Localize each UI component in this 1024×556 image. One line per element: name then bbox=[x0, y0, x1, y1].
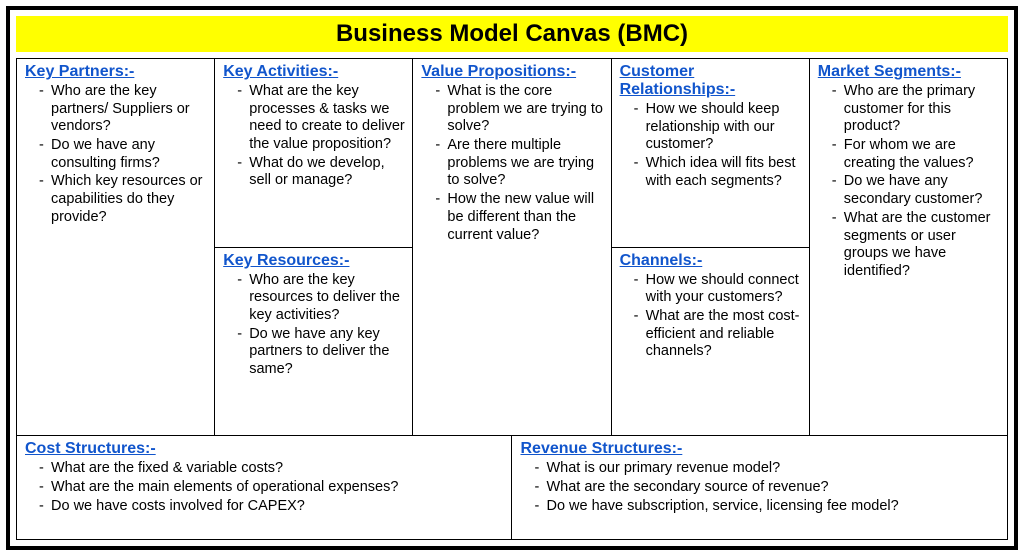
heading-cost-structures: Cost Structures:- bbox=[25, 440, 505, 458]
cell-market-segments: Market Segments:- Who are the primary cu… bbox=[810, 59, 1008, 436]
list-item: Do we have any secondary customer? bbox=[818, 173, 1001, 208]
cell-key-activities: Key Activities:- What are the key proces… bbox=[215, 59, 413, 248]
list-item: Do we have subscription, service, licens… bbox=[520, 498, 1001, 516]
cell-channels: Channels:- How we should connect with yo… bbox=[612, 248, 810, 437]
list-item: What are the secondary source of revenue… bbox=[520, 479, 1001, 497]
list-item: How we should connect with your customer… bbox=[620, 272, 803, 307]
heading-channels: Channels:- bbox=[620, 252, 803, 270]
list-item: What is our primary revenue model? bbox=[520, 460, 1001, 478]
list-item: Which idea will fits best with each segm… bbox=[620, 155, 803, 190]
cell-key-partners: Key Partners:- Who are the key partners/… bbox=[17, 59, 215, 436]
list-item: Which key resources or capabilities do t… bbox=[25, 173, 208, 226]
list-value-propositions: What is the core problem we are trying t… bbox=[421, 83, 604, 244]
list-item: What are the key processes & tasks we ne… bbox=[223, 83, 406, 154]
list-key-resources: Who are the key resources to deliver the… bbox=[223, 272, 406, 379]
cell-revenue-structures: Revenue Structures:- What is our primary… bbox=[512, 436, 1008, 540]
list-item: What are the fixed & variable costs? bbox=[25, 460, 505, 478]
list-item: What are the customer segments or user g… bbox=[818, 210, 1001, 281]
canvas-grid: Key Partners:- Who are the key partners/… bbox=[16, 58, 1008, 540]
canvas-title: Business Model Canvas (BMC) bbox=[16, 16, 1008, 52]
canvas-frame: Business Model Canvas (BMC) Key Partners… bbox=[6, 6, 1018, 550]
cell-value-propositions: Value Propositions:- What is the core pr… bbox=[413, 59, 611, 436]
list-item: Who are the key resources to deliver the… bbox=[223, 272, 406, 325]
cell-key-resources: Key Resources:- Who are the key resource… bbox=[215, 248, 413, 437]
cell-cost-structures: Cost Structures:- What are the fixed & v… bbox=[17, 436, 512, 540]
list-customer-relationships: How we should keep relationship with our… bbox=[620, 101, 803, 190]
heading-value-propositions: Value Propositions:- bbox=[421, 63, 604, 81]
list-item: How we should keep relationship with our… bbox=[620, 101, 803, 154]
list-revenue-structures: What is our primary revenue model?What a… bbox=[520, 460, 1001, 515]
list-item: Do we have any consulting firms? bbox=[25, 137, 208, 172]
list-market-segments: Who are the primary customer for this pr… bbox=[818, 83, 1001, 281]
list-item: For whom we are creating the values? bbox=[818, 137, 1001, 172]
list-item: What are the main elements of operationa… bbox=[25, 479, 505, 497]
list-item: What is the core problem we are trying t… bbox=[421, 83, 604, 136]
list-item: Who are the primary customer for this pr… bbox=[818, 83, 1001, 136]
heading-key-activities: Key Activities:- bbox=[223, 63, 406, 81]
cell-customer-relationships: Customer Relationships:- How we should k… bbox=[612, 59, 810, 248]
heading-market-segments: Market Segments:- bbox=[818, 63, 1001, 81]
list-item: What do we develop, sell or manage? bbox=[223, 155, 406, 190]
list-item: What are the most cost-efficient and rel… bbox=[620, 308, 803, 361]
list-channels: How we should connect with your customer… bbox=[620, 272, 803, 361]
heading-revenue-structures: Revenue Structures:- bbox=[520, 440, 1001, 458]
list-item: Who are the key partners/ Suppliers or v… bbox=[25, 83, 208, 136]
list-key-activities: What are the key processes & tasks we ne… bbox=[223, 83, 406, 190]
list-item: Do we have any key partners to deliver t… bbox=[223, 326, 406, 379]
heading-key-partners: Key Partners:- bbox=[25, 63, 208, 81]
list-item: Are there multiple problems we are tryin… bbox=[421, 137, 604, 190]
heading-key-resources: Key Resources:- bbox=[223, 252, 406, 270]
list-item: How the new value will be different than… bbox=[421, 191, 604, 244]
heading-customer-relationships: Customer Relationships:- bbox=[620, 63, 803, 99]
list-item: Do we have costs involved for CAPEX? bbox=[25, 498, 505, 516]
list-cost-structures: What are the fixed & variable costs?What… bbox=[25, 460, 505, 515]
list-key-partners: Who are the key partners/ Suppliers or v… bbox=[25, 83, 208, 227]
